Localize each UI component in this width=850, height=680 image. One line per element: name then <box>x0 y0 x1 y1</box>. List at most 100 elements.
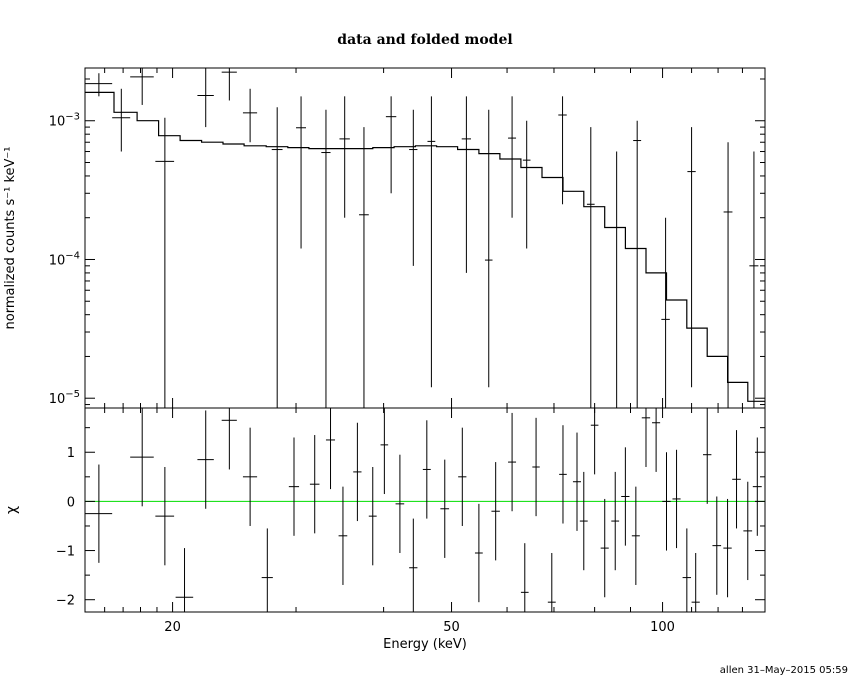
residual-point <box>325 408 336 490</box>
data-point <box>155 117 175 408</box>
residual-points <box>85 408 762 612</box>
x-ticks-top <box>104 68 766 408</box>
residual-point <box>85 464 113 563</box>
data-points <box>85 68 759 408</box>
residual-point <box>288 437 300 536</box>
y-tick-label: −2 <box>56 594 75 609</box>
residual-point <box>702 408 712 504</box>
data-point <box>385 96 397 194</box>
residual-point <box>458 427 467 526</box>
residual-point <box>590 408 599 475</box>
data-point <box>586 127 595 408</box>
data-point <box>661 217 670 408</box>
data-point <box>484 109 493 388</box>
data-point <box>508 96 517 218</box>
model-step-line <box>85 91 765 402</box>
residual-point <box>261 528 273 612</box>
y-ticks-top: 10−3 10−4 10−5 <box>49 78 765 407</box>
residual-point <box>532 417 540 517</box>
residual-point <box>422 420 431 519</box>
data-point <box>296 96 307 249</box>
residual-point <box>508 412 517 512</box>
residual-point <box>395 454 405 554</box>
data-point <box>749 151 759 408</box>
residual-point <box>723 498 732 598</box>
y-tick-label: 0 <box>67 495 75 510</box>
y-tick-label: 10−3 <box>49 112 80 130</box>
residual-point <box>474 503 483 603</box>
bottom-panel: 1 0 −1 −2 20 50 100 χ <box>4 407 766 635</box>
y-tick-label: −1 <box>56 545 75 560</box>
data-point <box>522 120 531 249</box>
model-curve <box>85 91 765 402</box>
data-point <box>130 68 154 105</box>
residual-point <box>579 471 588 571</box>
data-point <box>271 107 283 408</box>
data-point <box>321 109 331 408</box>
residual-point <box>380 408 389 495</box>
residual-point <box>338 486 348 585</box>
data-point <box>558 96 567 205</box>
data-point <box>197 68 214 128</box>
residual-point <box>155 466 175 566</box>
x-ticks-bottom: 20 50 100 <box>104 408 766 635</box>
residual-point <box>197 410 214 509</box>
data-point <box>409 109 418 266</box>
y-ticks-bottom: 1 0 −1 −2 <box>56 427 765 609</box>
residual-point <box>368 466 377 566</box>
data-point <box>221 68 237 101</box>
residual-point <box>752 437 762 536</box>
bottom-panel-frame <box>84 407 766 613</box>
residual-point <box>631 486 640 585</box>
top-panel: 10−3 10−4 10−5 normalized counts s⁻¹ keV⁻¹ <box>3 67 766 409</box>
residual-point <box>221 408 237 470</box>
x-tick-label: 20 <box>164 620 181 635</box>
residual-point <box>520 543 529 612</box>
data-point <box>461 96 471 273</box>
data-point <box>612 151 621 408</box>
residual-point <box>559 425 567 524</box>
top-panel-frame <box>84 67 766 409</box>
residual-point <box>309 435 320 534</box>
x-tick-label: 100 <box>650 620 675 635</box>
data-point <box>633 120 642 408</box>
residual-point <box>743 481 753 581</box>
data-point <box>687 127 696 388</box>
residual-point <box>491 462 500 561</box>
residual-point <box>691 553 700 612</box>
y-tick-label: 1 <box>67 446 75 461</box>
residual-point <box>611 471 620 571</box>
footer-stamp: allen 31–May–2015 05:59 <box>720 665 848 676</box>
x-axis-label: Energy (keV) <box>383 637 467 652</box>
y-tick-label: 10−4 <box>49 250 80 268</box>
residual-point <box>641 408 651 467</box>
y-axis-label-bottom: χ <box>4 506 20 514</box>
residual-point <box>242 427 258 526</box>
residual-point <box>547 553 556 612</box>
residual-point <box>175 548 194 612</box>
data-point <box>339 96 350 218</box>
residual-point <box>621 447 630 546</box>
residual-point <box>672 449 681 549</box>
x-tick-label: 50 <box>443 620 460 635</box>
residual-point <box>712 496 722 595</box>
residual-point <box>572 432 582 531</box>
residual-point <box>130 408 154 507</box>
residual-point <box>652 408 661 472</box>
residual-point <box>662 452 671 551</box>
residual-point <box>409 518 418 612</box>
residual-point <box>600 498 609 598</box>
y-tick-label: 10−5 <box>49 389 80 407</box>
residual-point <box>682 528 692 612</box>
data-point <box>427 96 436 388</box>
residual-point <box>353 422 362 522</box>
residual-point <box>732 430 741 529</box>
data-point <box>359 127 369 408</box>
chart-title: data and folded model <box>337 32 512 48</box>
data-point <box>242 88 258 143</box>
data-point <box>85 73 113 97</box>
data-point <box>112 88 131 152</box>
data-point <box>723 142 733 408</box>
y-axis-label-top: normalized counts s⁻¹ keV⁻¹ <box>3 147 18 330</box>
